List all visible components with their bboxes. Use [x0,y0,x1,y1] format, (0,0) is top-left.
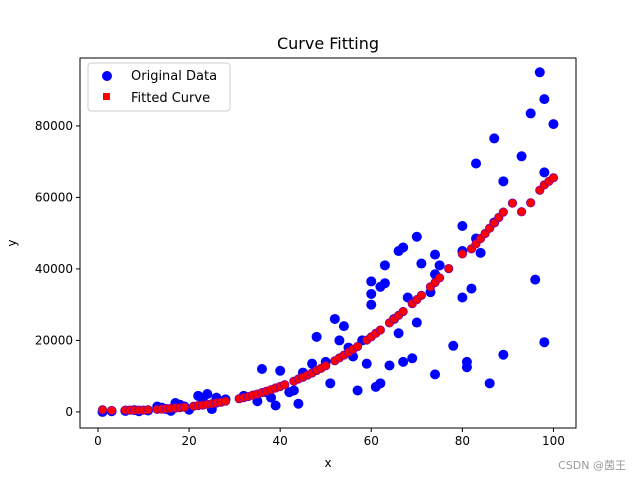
fitted-curve-point [353,341,363,352]
y-tick-label: 20000 [35,333,73,347]
original-data-point [379,260,390,271]
fitted-curve-point [416,290,426,300]
fitted-curve-point [507,198,518,208]
original-data-point [270,400,281,411]
fitted-curve-point [498,207,508,217]
original-data-point [275,365,286,376]
fitted-curve-point [457,249,467,259]
x-tick-label: 80 [455,434,470,448]
original-data-point [530,274,541,285]
fitted-curve-point [444,263,454,274]
fitted-curve-point [97,405,108,415]
original-data-point [461,362,472,373]
original-data-point [329,313,340,324]
original-data-point [366,299,377,310]
fitted-curve-point [280,380,290,390]
original-data-point [256,364,267,375]
original-data-point [384,360,395,371]
fitted-curve-point [548,173,559,183]
x-tick-label: 0 [94,434,102,448]
x-tick-label: 60 [364,434,379,448]
original-data-point [516,151,527,162]
original-data-point [307,358,318,369]
original-data-point [484,378,495,389]
original-data-point [398,242,409,253]
original-data-point [434,260,445,271]
y-tick-label: 40000 [35,262,73,276]
original-data-point [498,349,509,360]
original-data-point [498,176,509,187]
original-data-point [338,321,349,332]
legend-label-original: Original Data [131,69,217,84]
y-tick-label: 60000 [35,190,73,204]
original-data-point [539,167,550,178]
original-data-point [334,335,345,346]
fitted-curve-point [526,198,536,208]
original-data-point [366,276,377,287]
original-data-point [430,249,441,260]
original-data-point [325,378,336,389]
original-data-point [539,94,550,105]
fitted-curve-point [398,306,408,317]
original-data-point [366,288,377,299]
original-data-point [311,331,322,342]
legend-marker-fitted [103,93,110,100]
original-data-point [379,278,390,289]
original-data-point [475,247,486,258]
y-axis-label: y [5,239,19,246]
original-data-point [416,258,427,269]
y-ticks: 0 20000 40000 60000 80000 [35,119,80,419]
fitted-curve-point [143,405,153,415]
y-tick-label: 80000 [35,119,73,133]
fitted-curve-point [321,361,331,371]
original-data-point [293,398,304,409]
fitted-curve-point [220,396,231,406]
original-data-point [448,340,459,351]
x-tick-label: 100 [542,434,565,448]
original-data-point [525,108,536,119]
legend: Original Data Fitted Curve [87,62,231,112]
original-data-point [534,67,545,78]
original-data-point [411,231,422,242]
chart-title: Curve Fitting [277,34,379,53]
x-ticks: 0 20 40 60 80 100 [94,428,565,448]
original-data-point [352,385,363,396]
original-data-point [457,292,468,303]
legend-label-fitted: Fitted Curve [131,91,210,106]
original-data-point [466,283,477,294]
original-data-point [430,369,441,380]
legend-marker-original [102,71,112,81]
original-data-point [407,353,418,364]
x-tick-label: 20 [181,434,196,448]
original-data-point [489,133,500,144]
fitted-curve-point [107,405,117,416]
original-data-point [393,328,404,339]
original-data-point [548,119,559,130]
x-tick-label: 40 [273,434,288,448]
fitted-curve-point [516,207,527,217]
fitted-curve-point [375,325,385,335]
original-data-point [375,378,386,389]
original-data-point [457,221,468,232]
original-data-point [398,356,409,367]
plot-area [79,57,577,429]
original-data-point [471,158,482,169]
fitted-curve-point [434,273,445,283]
legend-box [87,62,231,112]
data-points [97,67,559,417]
original-data-point [288,385,299,396]
fitted-curve-point [179,402,190,412]
original-data-point [539,337,550,348]
watermark: CSDN @茵王 [558,459,626,472]
original-data-point [202,389,213,400]
x-axis-label: x [324,456,331,470]
original-data-point [361,358,372,369]
y-tick-label: 0 [65,405,73,419]
original-data-point [411,317,422,328]
